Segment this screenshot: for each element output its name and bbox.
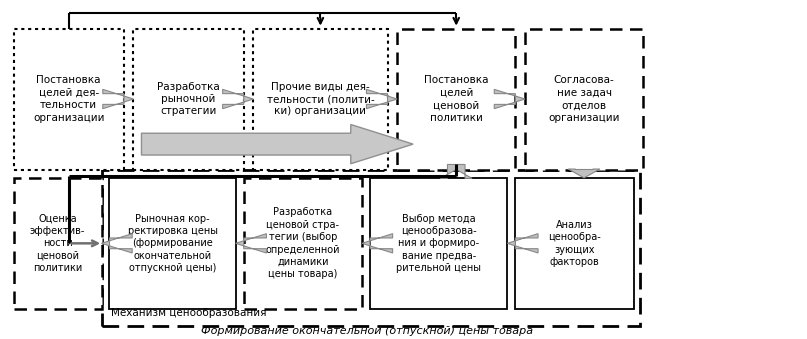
Polygon shape	[223, 89, 253, 109]
FancyBboxPatch shape	[253, 28, 387, 170]
Polygon shape	[102, 89, 133, 109]
Text: Прочие виды дея-
тельности (полити-
ки) организации: Прочие виды дея- тельности (полити- ки) …	[266, 82, 374, 116]
Text: Формирование окончательной (отпускной) цены товара: Формирование окончательной (отпускной) ц…	[202, 325, 533, 336]
Text: Разработка
ценовой стра-
тегии (выбор
определенной
динамики
цены товара): Разработка ценовой стра- тегии (выбор оп…	[266, 207, 340, 279]
FancyBboxPatch shape	[14, 178, 102, 309]
Text: Анализ
ценообра-
зующих
факторов: Анализ ценообра- зующих факторов	[548, 220, 601, 267]
FancyBboxPatch shape	[14, 28, 124, 170]
Text: Разработка
рыночной
стратегии: Разработка рыночной стратегии	[157, 82, 220, 116]
FancyBboxPatch shape	[133, 28, 244, 170]
Text: Механизм ценообразования: Механизм ценообразования	[111, 308, 266, 318]
Polygon shape	[568, 169, 600, 178]
Text: Согласова-
ние задач
отделов
организации: Согласова- ние задач отделов организации	[548, 75, 620, 123]
FancyBboxPatch shape	[370, 178, 508, 309]
Polygon shape	[366, 89, 397, 109]
Polygon shape	[441, 164, 472, 178]
FancyBboxPatch shape	[525, 28, 643, 170]
Polygon shape	[494, 89, 525, 109]
Text: Постановка
целей дея-
тельности
организации: Постановка целей дея- тельности организа…	[33, 75, 104, 123]
Text: Оценка
эффектив-
ности
ценовой
политики: Оценка эффектив- ности ценовой политики	[30, 214, 86, 273]
FancyBboxPatch shape	[516, 178, 633, 309]
Polygon shape	[102, 234, 132, 253]
Polygon shape	[508, 234, 538, 253]
Polygon shape	[141, 124, 413, 164]
Polygon shape	[362, 234, 393, 253]
FancyBboxPatch shape	[244, 178, 362, 309]
Text: Постановка
целей
ценовой
политики: Постановка целей ценовой политики	[424, 75, 488, 123]
Text: Выбор метода
ценообразова-
ния и формиро-
вание предва-
рительной цены: Выбор метода ценообразова- ния и формиро…	[396, 214, 481, 273]
FancyBboxPatch shape	[397, 28, 516, 170]
FancyBboxPatch shape	[110, 178, 236, 309]
Text: Рыночная кор-
ректировка цены
(формирование
окончательной
отпускной цены): Рыночная кор- ректировка цены (формирова…	[128, 214, 218, 273]
Polygon shape	[236, 234, 266, 253]
